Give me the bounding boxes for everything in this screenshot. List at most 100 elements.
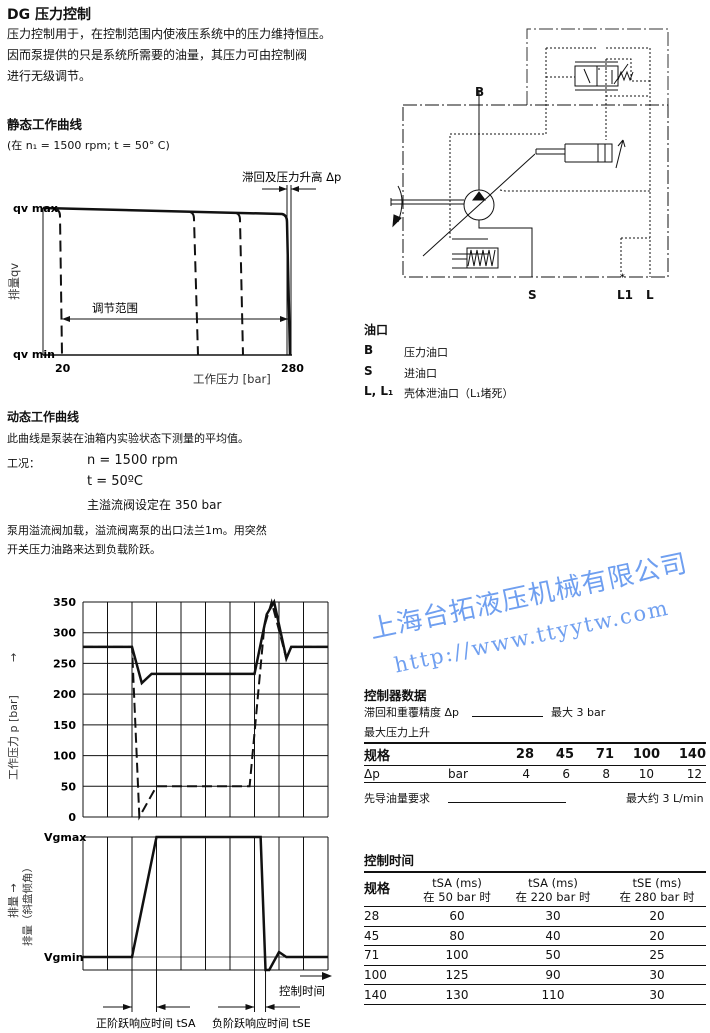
pressure-rise-table: 规格 28 45 71 100 140 Δp bar 4 6 8 10 12	[364, 742, 706, 783]
static-solid-curve	[42, 206, 292, 356]
table-cell: 30	[608, 984, 706, 1005]
y-tick-label: 100	[53, 750, 76, 763]
y-tick-label: 300	[53, 627, 76, 640]
table-cell: 60	[416, 906, 498, 927]
hysteresis-value: 最大 3 bar	[551, 706, 606, 719]
port-code-L: L, L₁	[364, 384, 394, 398]
static-heading: 静态工作曲线	[7, 117, 83, 132]
swashplate-link	[422, 153, 536, 257]
port-code-S: S	[364, 364, 373, 378]
y-tick-vgmin: Vgmin	[44, 951, 83, 964]
port-code-B: B	[364, 343, 374, 357]
time-axis-label: 控制时间	[279, 984, 325, 998]
static-dashed-curve-20	[54, 208, 63, 356]
table-cell: 110	[498, 984, 608, 1005]
table-cell: 71	[364, 945, 416, 966]
static-dashed-curve-210	[235, 212, 244, 356]
y-tick-label: 200	[53, 688, 76, 701]
table-row: Δp bar 4 6 8 10 12	[364, 765, 706, 783]
table-cell: 100	[416, 945, 498, 966]
table-cell: 130	[416, 984, 498, 1005]
x-tick-20: 20	[55, 362, 71, 375]
pressure-axis-label: 工作压力 p [bar]	[7, 695, 20, 780]
drive-shaft	[390, 198, 464, 206]
tse-label: 负阶跃响应时间 tSE	[212, 1016, 311, 1030]
y-axis-label: 排量qv	[7, 263, 21, 300]
y-tick-max: qv max	[13, 202, 58, 215]
hysteresis-leader	[472, 716, 543, 717]
pump-direction-icon	[472, 191, 486, 201]
control-time-table: 规格 tSA (ms) 在 50 bar 时 tSA (ms) 在 220 bar …	[364, 871, 706, 1005]
table-cell: 20	[608, 906, 706, 927]
hysteresis-label: 滞回和重覆精度 Δp	[364, 706, 460, 719]
static-chart: 滞回及压力升高 Δp 调节范围 qv max qv min 20 280 工作压…	[7, 170, 341, 386]
table-cell: 50	[498, 945, 608, 966]
condition-relief-valve: 主溢流阀设定在 350 bar	[87, 498, 222, 512]
valve-box-right	[596, 65, 619, 87]
control-cylinder	[564, 143, 613, 163]
table-cell: 40	[498, 926, 608, 947]
header-100: 100	[614, 742, 660, 766]
dynamic-desc: 此曲线是泵装在油箱内实验状态下测量的平均值。	[7, 432, 249, 445]
pressure-series-dashed	[83, 598, 328, 821]
table-row: 140 130 110 30	[364, 984, 706, 1005]
control-housing-boundary	[526, 28, 669, 105]
y-tick-label: 250	[53, 657, 76, 670]
dynamic-note-1: 泵用溢流阀加载，溢流阀离泵的出口法兰1m。用突然	[7, 524, 267, 537]
table-header-row: 规格 tSA (ms) 在 50 bar 时 tSA (ms) 在 220 bar …	[364, 871, 706, 907]
y-tick-label: 150	[53, 719, 76, 732]
table-cell: 28	[364, 906, 416, 927]
tsa-label: 正阶跃响应时间 tSA	[96, 1016, 196, 1030]
max-rise-label: 最大压力上升	[364, 726, 430, 739]
table-row: 100 125 90 30	[364, 965, 706, 986]
dynamic-heading: 动态工作曲线	[7, 410, 80, 424]
y-tick-min: qv min	[13, 348, 55, 361]
dynamic-note-2: 开关压力油路来达到负载阶跃。	[7, 543, 161, 556]
intro-line-2: 因而泵提供的只是系统所需要的油量，其压力可由控制阀	[7, 48, 308, 62]
pump-housing-boundary	[402, 104, 669, 278]
valve-box-left	[574, 65, 598, 87]
table-header-row: 规格 28 45 71 100 140	[364, 742, 706, 766]
rotation-arrow-icon	[392, 214, 402, 228]
pilot-line	[546, 47, 651, 277]
y-tick-label: 50	[61, 780, 77, 793]
static-condition: (在 n₁ = 1500 rpm; t = 50° C)	[7, 139, 170, 152]
table-cell: 100	[364, 965, 416, 986]
table-cell: 30	[608, 965, 706, 986]
pilot-flow-value: 最大约 3 L/min	[626, 792, 704, 805]
port-B-label: B	[475, 85, 484, 99]
port-L1-label: L1	[617, 288, 633, 302]
condition-temperature: t = 50ºC	[87, 474, 143, 489]
control-time-heading: 控制时间	[364, 853, 415, 868]
port-L1-mark: *	[620, 273, 625, 283]
table-cell: 20	[608, 926, 706, 947]
port-S-label: S	[528, 288, 537, 302]
controller-heading: 控制器数据	[364, 688, 427, 703]
y-tick-label: 350	[53, 596, 76, 609]
pilot-leader	[448, 802, 566, 803]
pressure-series-solid	[83, 598, 328, 686]
table-cell: 30	[498, 906, 608, 927]
intro-line-1: 压力控制用于，在控制范围内使液压系统中的压力维持恒压。	[7, 27, 332, 41]
x-axis-label: 工作压力 [bar]	[193, 372, 271, 386]
table-cell: 25	[608, 945, 706, 966]
displacement-axis-arrow: 排量 →	[6, 883, 20, 918]
ports-heading: 油口	[364, 323, 389, 337]
x-tick-280: 280	[281, 362, 304, 375]
header-45: 45	[534, 742, 574, 766]
arrowhead	[322, 972, 332, 980]
header-size: 规格	[364, 742, 448, 766]
arrowhead	[245, 1004, 255, 1010]
header-140: 140	[660, 742, 706, 766]
table-cell: 45	[364, 926, 416, 947]
header-28: 28	[496, 742, 534, 766]
table-cell: 90	[498, 965, 608, 986]
table-cell: 80	[416, 926, 498, 947]
condition-speed: n = 1500 rpm	[87, 453, 178, 468]
range-label: 调节范围	[92, 301, 138, 315]
header-71: 71	[574, 742, 614, 766]
static-dashed-curve-160	[189, 211, 199, 356]
intro-line-3: 进行无级调节。	[7, 69, 92, 83]
condition-label: 工况：	[7, 457, 40, 470]
